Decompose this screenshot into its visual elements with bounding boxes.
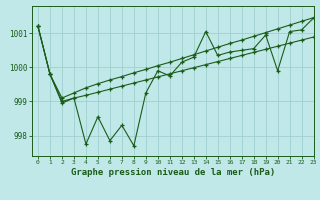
- X-axis label: Graphe pression niveau de la mer (hPa): Graphe pression niveau de la mer (hPa): [71, 168, 275, 177]
